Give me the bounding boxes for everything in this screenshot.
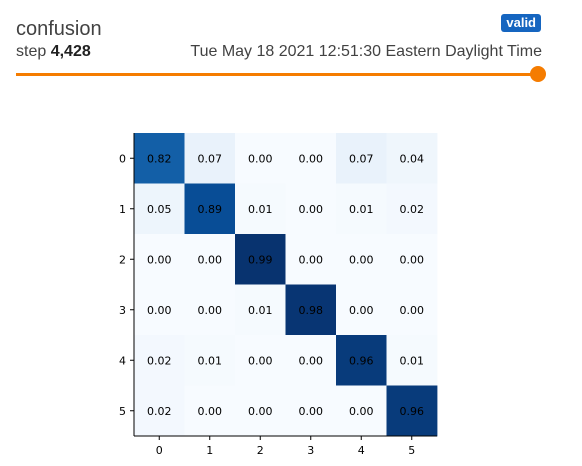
heatmap-cell-3-1 <box>184 284 236 336</box>
heatmap-cell-2-2 <box>235 234 286 285</box>
cell-value-label: 0.99 <box>248 253 273 266</box>
cell-value-label: 0.00 <box>198 304 223 317</box>
cell-value-label: 0.00 <box>198 405 223 418</box>
cell-value-label: 0.00 <box>147 253 172 266</box>
cell-value-label: 0.98 <box>299 304 324 317</box>
step-slider-thumb[interactable] <box>530 66 546 82</box>
cell-value-label: 0.00 <box>299 354 324 367</box>
cell-value-label: 0.00 <box>299 253 324 266</box>
cell-value-label: 0.04 <box>400 152 425 165</box>
heatmap-cell-4-2 <box>235 335 286 386</box>
heatmap-cell-2-1 <box>184 234 236 285</box>
cell-value-label: 0.00 <box>349 253 374 266</box>
heatmap-cell-2-4 <box>336 234 387 285</box>
heatmap-cell-0-2 <box>235 133 286 184</box>
cell-value-label: 0.00 <box>400 304 425 317</box>
run-badge: valid <box>501 14 541 32</box>
y-tick-label: 5 <box>119 405 126 418</box>
cell-value-label: 0.07 <box>198 152 223 165</box>
heatmap-cell-0-4 <box>336 133 387 184</box>
heatmap-cell-5-1 <box>184 385 236 437</box>
cell-value-label: 0.00 <box>400 253 425 266</box>
heatmap-cell-0-5 <box>386 133 438 184</box>
heatmap-cell-4-5 <box>386 335 438 386</box>
cell-value-label: 0.00 <box>147 304 172 317</box>
heatmap-cell-2-0 <box>134 234 185 285</box>
step-indicator: step 4,428 <box>16 42 91 62</box>
y-tick-label: 4 <box>119 354 126 367</box>
heatmap-cell-2-5 <box>386 234 438 285</box>
heatmap-cell-1-0 <box>134 183 185 235</box>
y-tick-label: 2 <box>119 253 126 266</box>
cell-value-label: 0.96 <box>400 405 425 418</box>
cell-value-label: 0.01 <box>198 354 223 367</box>
cell-value-label: 0.00 <box>349 405 374 418</box>
cell-value-label: 0.02 <box>147 405 172 418</box>
x-tick-label: 0 <box>156 444 163 457</box>
cell-value-label: 0.89 <box>198 203 223 216</box>
cell-value-label: 0.96 <box>349 354 374 367</box>
step-value: 4,428 <box>50 43 91 60</box>
heatmap-cell-4-0 <box>134 335 185 386</box>
heatmap-cell-5-0 <box>134 385 185 437</box>
heatmap-cell-0-1 <box>184 133 236 184</box>
step-label: step <box>16 43 47 60</box>
cell-value-label: 0.02 <box>147 354 172 367</box>
x-tick-label: 1 <box>206 444 213 457</box>
y-tick-label: 0 <box>119 152 126 165</box>
heatmap-cell-0-0 <box>134 133 185 184</box>
heatmap-cell-3-5 <box>386 284 438 336</box>
x-tick-label: 4 <box>358 444 365 457</box>
cell-value-label: 0.01 <box>349 203 374 216</box>
step-slider-track[interactable] <box>16 73 538 76</box>
heatmap-cell-5-2 <box>235 385 286 437</box>
heatmap-cell-3-3 <box>285 284 337 336</box>
card-title: confusion <box>16 18 102 40</box>
heatmap-cell-5-5 <box>386 385 438 437</box>
cell-value-label: 0.01 <box>248 304 273 317</box>
x-tick-label: 3 <box>307 444 314 457</box>
y-tick-label: 1 <box>119 203 126 216</box>
heatmap-cell-4-1 <box>184 335 236 386</box>
heatmap-cell-5-3 <box>285 385 337 437</box>
heatmap-cell-1-2 <box>235 183 286 235</box>
cell-value-label: 0.01 <box>400 354 425 367</box>
heatmap-cell-5-4 <box>336 385 387 437</box>
heatmap-cell-3-0 <box>134 284 185 336</box>
heatmap-cell-3-2 <box>235 284 286 336</box>
heatmap-cell-3-4 <box>336 284 387 336</box>
heatmap-cell-1-3 <box>285 183 337 235</box>
cell-value-label: 0.05 <box>147 203 172 216</box>
cell-value-label: 0.00 <box>349 304 374 317</box>
cell-value-label: 0.00 <box>299 152 324 165</box>
heatmap-cell-1-4 <box>336 183 387 235</box>
heatmap-cell-2-3 <box>285 234 337 285</box>
cell-value-label: 0.00 <box>248 405 273 418</box>
cell-value-label: 0.00 <box>248 152 273 165</box>
heatmap-cell-0-3 <box>285 133 337 184</box>
cell-value-label: 0.00 <box>299 203 324 216</box>
x-tick-label: 2 <box>257 444 264 457</box>
heatmap-cell-1-1 <box>184 183 236 235</box>
heatmap-cell-1-5 <box>386 183 438 235</box>
cell-value-label: 0.00 <box>248 354 273 367</box>
x-tick-label: 5 <box>408 444 415 457</box>
cell-value-label: 0.82 <box>147 152 172 165</box>
cell-value-label: 0.02 <box>400 203 425 216</box>
cell-value-label: 0.00 <box>198 253 223 266</box>
cell-value-label: 0.00 <box>299 405 324 418</box>
heatmap-cell-4-4 <box>336 335 387 386</box>
timestamp: Tue May 18 2021 12:51:30 Eastern Dayligh… <box>190 43 542 60</box>
cell-value-label: 0.07 <box>349 152 374 165</box>
heatmap-cell-4-3 <box>285 335 337 386</box>
cell-value-label: 0.01 <box>248 203 273 216</box>
y-tick-label: 3 <box>119 304 126 317</box>
